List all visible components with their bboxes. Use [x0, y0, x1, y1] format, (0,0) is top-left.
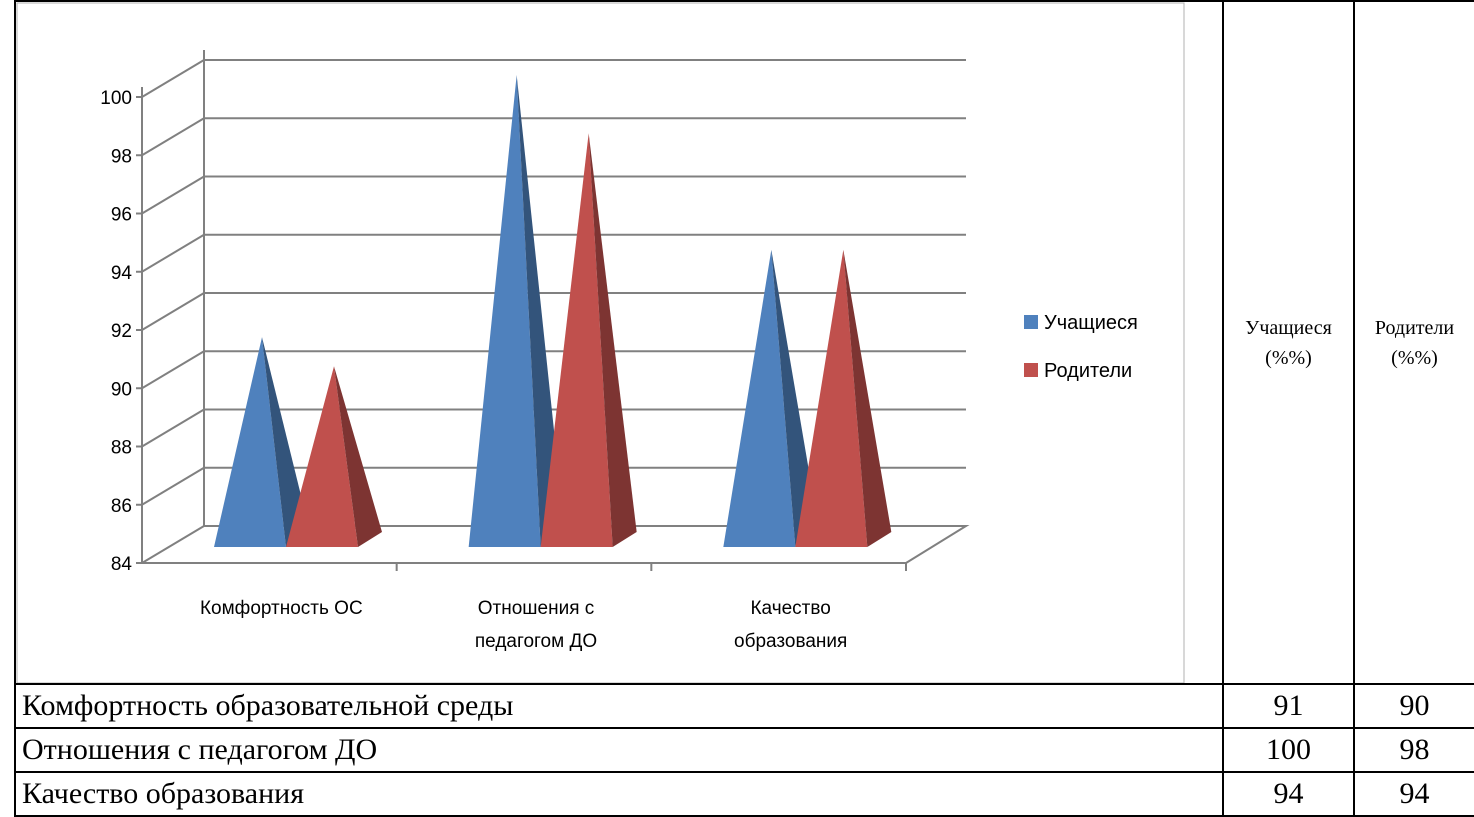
pyramid-side-face	[334, 366, 382, 547]
pyramid-front-face	[468, 75, 541, 547]
pyramid-bar	[468, 75, 565, 547]
table-row: Качество образования 94 94	[14, 771, 1474, 817]
y-tick-label: 90	[111, 379, 132, 400]
pyramid-chart: 84 86 88 90 92 94 96 98 100 Комфортность ОС Отноше…	[16, 2, 1185, 683]
y-tick-label: 100	[100, 88, 132, 109]
chart-area-border	[16, 2, 1185, 683]
y-tick-label: 84	[111, 554, 133, 575]
floor-line	[204, 525, 970, 564]
y-tick-label: 94	[111, 263, 133, 284]
x-category-label: образования	[734, 631, 847, 652]
gridline-side	[141, 525, 205, 564]
table-row: Отношения с педагогом ДО 100 98	[14, 727, 1474, 773]
pyramid-side-face	[588, 133, 637, 547]
row-value-students: 91	[1222, 683, 1355, 729]
gridline-side	[141, 117, 205, 157]
gridline-side	[141, 408, 205, 448]
y-tick-label: 92	[111, 321, 132, 342]
pyramid-bar	[540, 133, 637, 547]
row-value-students: 94	[1222, 771, 1355, 817]
header-parents-line2: (%%)	[1391, 346, 1438, 369]
gridline-side	[141, 59, 205, 98]
chart-row: 84 86 88 90 92 94 96 98 100 Комфортность ОС Отноше…	[14, 0, 1474, 685]
pyramid-bar	[214, 337, 310, 547]
header-students-line1: Учащиеся	[1245, 316, 1332, 339]
x-category-label: Отношения с	[478, 598, 595, 619]
pyramid-bar	[795, 249, 892, 547]
row-label: Отношения с педагогом ДО	[14, 727, 1224, 773]
gridline-side	[141, 466, 205, 506]
legend-label: Учащиеся	[1044, 312, 1138, 334]
legend-swatch	[1024, 363, 1038, 377]
legend-swatch	[1024, 315, 1038, 329]
chart-cell: 84 86 88 90 92 94 96 98 100 Комфортность ОС Отноше…	[14, 0, 1224, 685]
pyramid-side-face	[516, 75, 565, 547]
pyramid-bar	[286, 366, 382, 547]
gridline-side	[141, 350, 205, 390]
x-category-label: педагогом ДО	[475, 631, 597, 652]
y-tick-label: 88	[111, 438, 132, 459]
x-category-label: Комфортность ОС	[200, 598, 363, 619]
header-parents-line1: Родители	[1374, 316, 1455, 339]
table-row: Комфортность образовательной среды 91 90	[14, 683, 1474, 729]
row-value-students: 100	[1222, 727, 1355, 773]
header-students-line2: (%%)	[1265, 346, 1312, 369]
y-tick-label: 98	[111, 146, 132, 167]
y-tick-label: 86	[111, 496, 132, 517]
gridline-side	[141, 233, 205, 273]
row-value-parents: 90	[1353, 683, 1474, 729]
gridline-side	[141, 292, 205, 331]
data-table: 84 86 88 90 92 94 96 98 100 Комфортность ОС Отноше…	[14, 0, 1474, 817]
header-students: Учащиеся (%%)	[1222, 0, 1355, 685]
legend-label: Родители	[1044, 360, 1132, 382]
pyramid-side-face	[843, 249, 892, 547]
row-label: Качество образования	[14, 771, 1224, 817]
row-value-parents: 94	[1353, 771, 1474, 817]
row-value-parents: 98	[1353, 727, 1474, 773]
row-label: Комфортность образовательной среды	[14, 683, 1224, 729]
gridline-side	[141, 175, 205, 215]
x-category-label: Качество	[750, 598, 830, 619]
header-parents: Родители (%%)	[1353, 0, 1474, 685]
pyramid-side-face	[262, 337, 310, 547]
y-tick-label: 96	[111, 205, 132, 226]
